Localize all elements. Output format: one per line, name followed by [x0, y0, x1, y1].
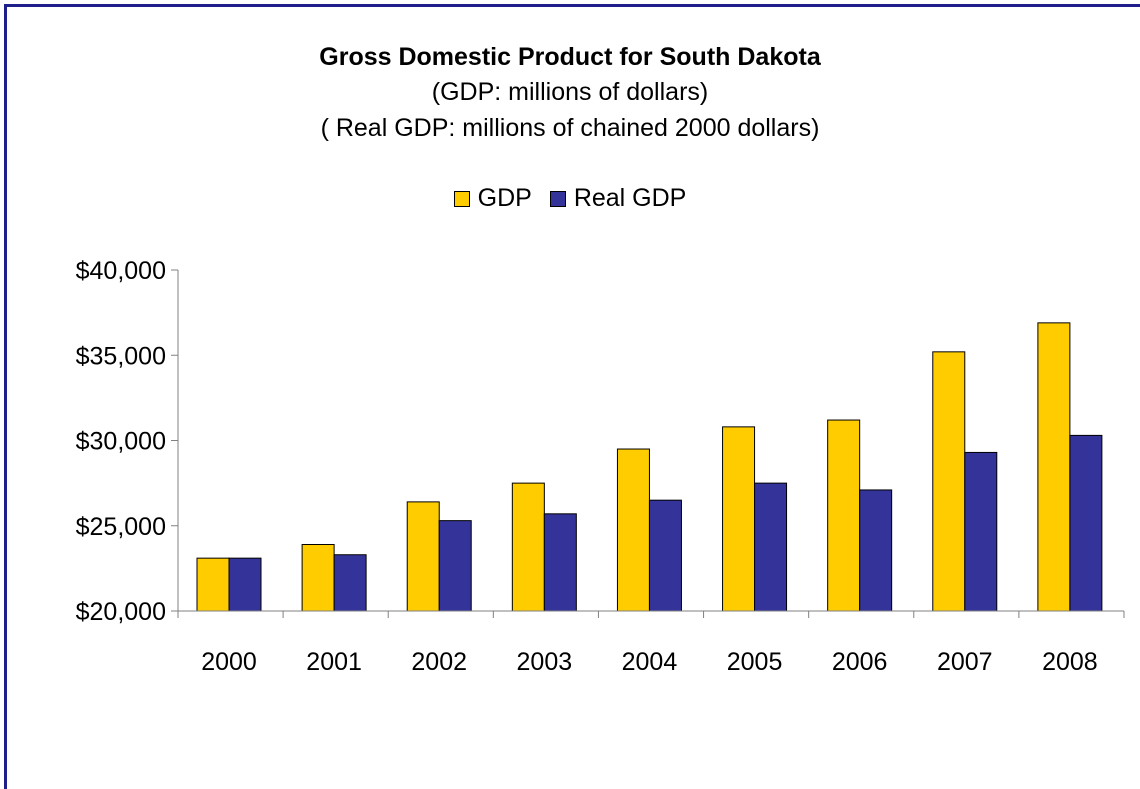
x-tick-label-2008: 2008: [1042, 648, 1098, 676]
chart-subtitle-real-gdp: ( Real GDP: millions of chained 2000 dol…: [320, 114, 820, 142]
chart-frame: [4, 4, 1140, 789]
bar-real-gdp-2004: [648, 499, 682, 612]
x-tick-label-2000: 2000: [201, 648, 257, 676]
bar-gdp-2008: [1037, 322, 1071, 612]
legend-item-real-gdp: Real GDP: [549, 184, 687, 213]
legend-item-gdp: GDP: [453, 184, 532, 213]
bar-real-gdp-2005: [754, 482, 788, 612]
bar-gdp-2006: [827, 419, 861, 612]
bar-gdp-2001: [301, 544, 335, 612]
bar-real-gdp-2006: [859, 489, 893, 612]
y-tick-label-35000: $35,000: [76, 342, 166, 370]
x-tick-label-2004: 2004: [622, 648, 678, 676]
y-tick-label-20000: $20,000: [76, 598, 166, 626]
x-tick-label-2007: 2007: [937, 648, 993, 676]
chart-legend: GDP Real GDP: [0, 184, 1140, 213]
chart-title: Gross Domestic Product for South Dakota: [319, 43, 821, 71]
title-block: Gross Domestic Product for South Dakota …: [0, 40, 1140, 146]
bar-gdp-2005: [722, 426, 756, 612]
bar-real-gdp-2000: [228, 557, 262, 612]
bar-real-gdp-2003: [543, 513, 577, 612]
x-tick-label-2001: 2001: [306, 648, 362, 676]
y-tick-label-25000: $25,000: [76, 513, 166, 541]
legend-label-real-gdp: Real GDP: [573, 184, 687, 212]
bar-gdp-2002: [406, 501, 440, 612]
bar-gdp-2000: [196, 557, 230, 612]
bar-real-gdp-2001: [333, 554, 367, 612]
legend-swatch-gdp: [453, 190, 470, 207]
x-tick-label-2005: 2005: [727, 648, 783, 676]
y-tick-label-30000: $30,000: [76, 428, 166, 456]
bar-gdp-2004: [616, 448, 650, 612]
bar-real-gdp-2002: [438, 520, 472, 612]
bar-gdp-2007: [932, 351, 966, 612]
bar-real-gdp-2007: [964, 451, 998, 612]
bar-real-gdp-2008: [1069, 434, 1103, 612]
chart-subtitle-gdp: (GDP: millions of dollars): [431, 78, 709, 106]
x-tick-label-2003: 2003: [517, 648, 573, 676]
y-tick-label-40000: $40,000: [76, 257, 166, 285]
legend-swatch-real-gdp: [549, 190, 566, 207]
bar-gdp-2003: [511, 482, 545, 612]
legend-label-gdp: GDP: [477, 184, 532, 212]
x-tick-label-2002: 2002: [411, 648, 467, 676]
x-tick-label-2006: 2006: [832, 648, 888, 676]
